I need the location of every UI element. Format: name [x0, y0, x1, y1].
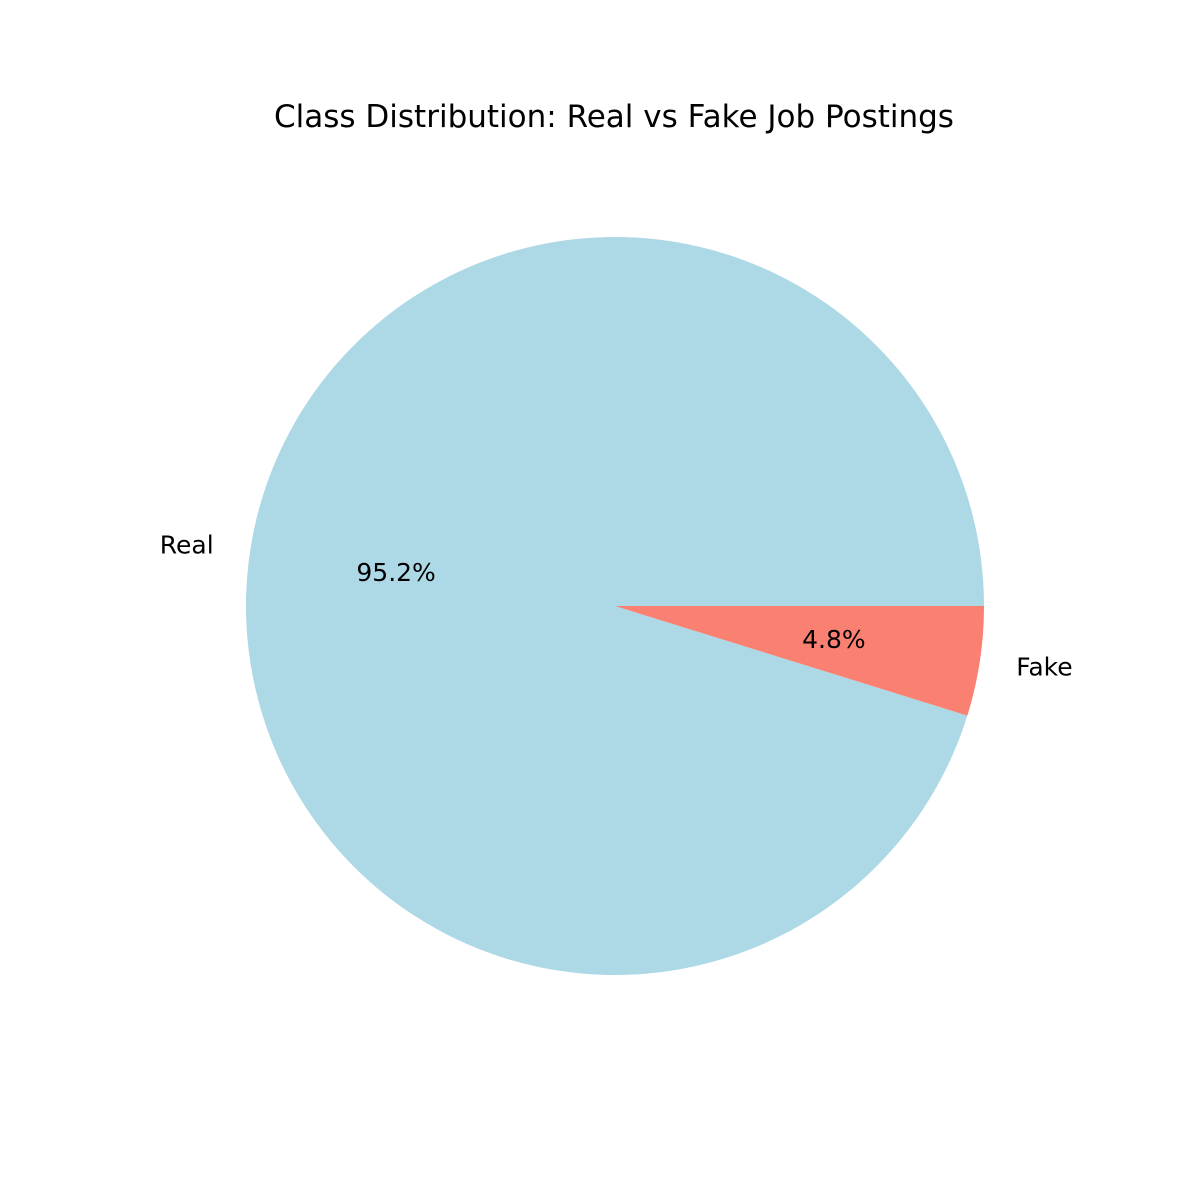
chart-title: Class Distribution: Real vs Fake Job Pos… — [274, 99, 954, 135]
pie-labels: Real 95.2% Fake 4.8% — [160, 531, 1073, 682]
pie-slice-fake — [615, 606, 984, 716]
slice-label-real: Real — [160, 531, 214, 560]
slice-percent-real: 95.2% — [356, 558, 435, 587]
pie-slices — [246, 236, 985, 975]
slice-label-fake: Fake — [1016, 652, 1072, 681]
slice-percent-fake: 4.8% — [802, 625, 866, 654]
pie-slice-real — [246, 236, 985, 975]
